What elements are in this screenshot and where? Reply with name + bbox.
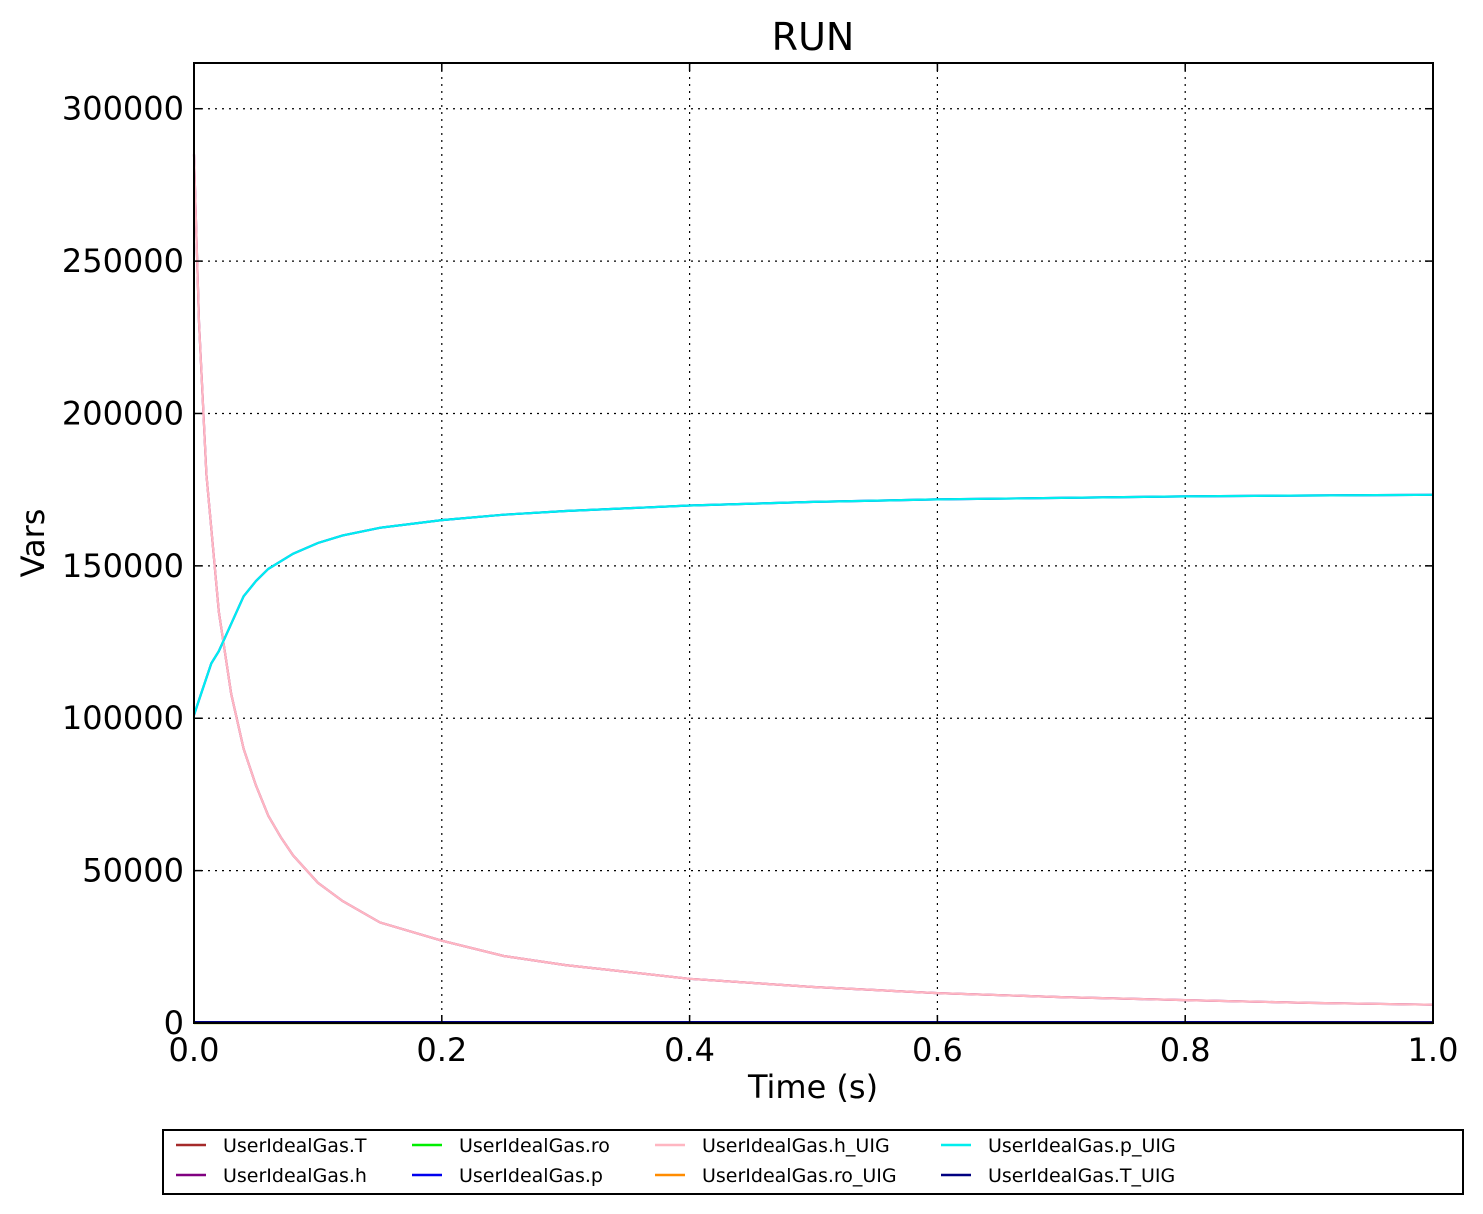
legend-label: UserIdealGas.T (223, 1135, 367, 1157)
legend-label: UserIdealGas.ro (459, 1135, 610, 1157)
series-line-useridealgas-h-uig (192, 154, 1434, 1006)
y-tick-label: 100000 (62, 699, 184, 737)
x-tick-label: 1.0 (1408, 1031, 1459, 1069)
x-tick-label: 0.0 (169, 1031, 220, 1069)
series-line-useridealgas-h (192, 154, 1434, 1006)
ticks: 0.0 0.2 0.4 0.6 0.8 1.0 0 50000 100000 150000 2000… (62, 63, 1459, 1069)
legend-label: UserIdealGas.p (459, 1165, 603, 1187)
plot-frame (193, 62, 1434, 1024)
x-tick-label: 0.4 (664, 1031, 715, 1069)
y-tick-label: 0 (164, 1004, 184, 1042)
y-tick-label: 300000 (62, 90, 184, 128)
legend-label: UserIdealGas.ro_UIG (702, 1165, 897, 1187)
x-axis-label: Time (s) (747, 1068, 878, 1106)
y-tick-label: 200000 (62, 394, 184, 432)
series-layer (192, 154, 1434, 1025)
y-tick-label: 250000 (62, 242, 184, 280)
y-axis-label: Vars (14, 509, 52, 578)
legend-label: UserIdealGas.p_UIG (988, 1135, 1176, 1157)
x-tick-label: 0.6 (912, 1031, 963, 1069)
series-line-useridealgas-p-uig (192, 493, 1434, 716)
x-tick-label: 0.2 (416, 1031, 467, 1069)
legend-label: UserIdealGas.h (223, 1165, 367, 1187)
grid (194, 63, 1433, 1023)
chart-title: RUN (772, 15, 855, 59)
y-tick-label: 150000 (62, 547, 184, 585)
legend-label: UserIdealGas.T_UIG (988, 1165, 1175, 1187)
y-tick-label: 50000 (82, 852, 184, 890)
legend-box (162, 1129, 1464, 1195)
x-tick-label: 0.8 (1160, 1031, 1211, 1069)
legend: UserIdealGas.T UserIdealGas.h UserIdealGas… (176, 1135, 1176, 1187)
legend-label: UserIdealGas.h_UIG (702, 1135, 890, 1157)
